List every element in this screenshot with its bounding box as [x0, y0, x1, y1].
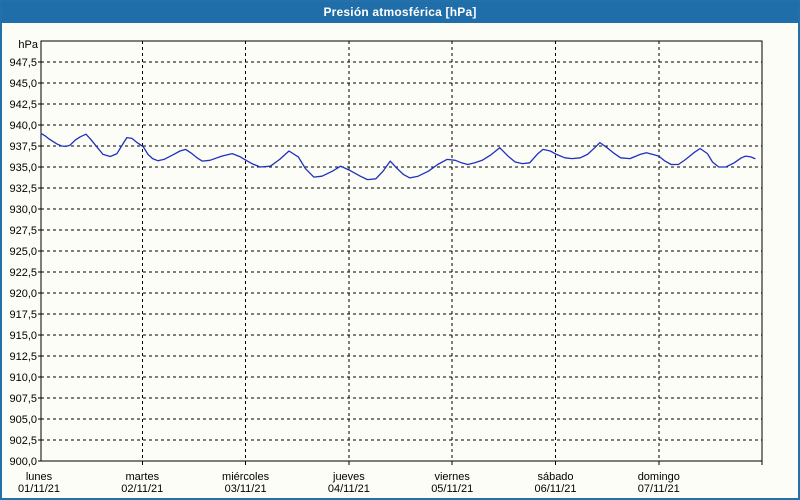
day-date-label: 04/11/21 [328, 483, 370, 495]
y-tick-label: 910,0 [9, 372, 37, 384]
y-tick-label: 922,5 [9, 267, 37, 279]
y-tick-label: 947,5 [9, 57, 37, 69]
y-tick-label: 937,5 [9, 141, 37, 153]
chart-title: Presión atmosférica [hPa] [323, 5, 477, 19]
gridlines [41, 41, 763, 465]
y-tick-label: 905,0 [9, 414, 37, 426]
y-axis-tick-labels: 947,5 945,0 942,5 940,0 937,5 935,0 932,5 930,0… [9, 57, 41, 468]
y-tick-label: 932,5 [9, 183, 37, 195]
day-name-label: sábado [537, 471, 573, 483]
y-tick-label: 900,0 [9, 456, 37, 468]
y-tick-label: 925,0 [9, 246, 37, 258]
day-name-label: lunes [26, 471, 53, 483]
y-tick-label: 902,5 [9, 435, 37, 447]
y-tick-label: 907,5 [9, 393, 37, 405]
y-tick-label: 927,5 [9, 225, 37, 237]
y-tick-label: 940,0 [9, 120, 37, 132]
day-date-label: 06/11/21 [534, 483, 576, 495]
y-tick-label: 920,0 [9, 288, 37, 300]
chart-area: 947,5 945,0 942,5 940,0 937,5 935,0 932,5 930,0… [2, 23, 798, 498]
day-date-label: 07/11/21 [638, 483, 680, 495]
y-tick-label: 915,0 [9, 330, 37, 342]
day-name-label: jueves [332, 471, 365, 483]
y-axis-unit-label: hPa [18, 39, 38, 51]
y-tick-label: 935,0 [9, 162, 37, 174]
day-name-label: viernes [434, 471, 470, 483]
day-date-label: 05/11/21 [431, 483, 473, 495]
day-name-label: martes [125, 471, 159, 483]
day-date-label: 02/11/21 [121, 483, 163, 495]
pressure-line [40, 132, 756, 181]
day-date-label: 01/11/21 [18, 483, 60, 495]
y-tick-label: 917,5 [9, 309, 37, 321]
pressure-series [40, 132, 756, 181]
day-date-label: 03/11/21 [225, 483, 267, 495]
pressure-line-chart: 947,5 945,0 942,5 940,0 937,5 935,0 932,5 930,0… [9, 39, 763, 495]
y-tick-label: 912,5 [9, 351, 37, 363]
day-name-label: domingo [638, 471, 680, 483]
y-tick-label: 930,0 [9, 204, 37, 216]
day-name-label: miércoles [222, 471, 270, 483]
y-tick-label: 942,5 [9, 99, 37, 111]
chart-title-bar: Presión atmosférica [hPa] [2, 2, 798, 23]
y-tick-label: 945,0 [9, 78, 37, 90]
